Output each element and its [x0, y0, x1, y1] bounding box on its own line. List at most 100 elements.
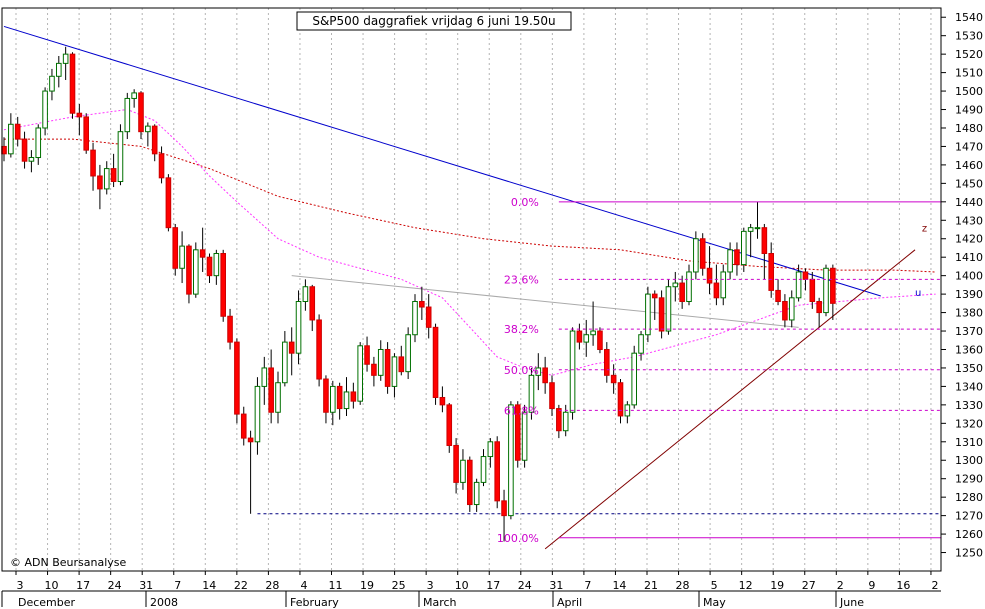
- x-tick-label: 31: [549, 579, 563, 592]
- fib-level-label: 61.8%: [504, 404, 539, 417]
- candle-body: [788, 297, 795, 321]
- candle-body: [234, 341, 240, 415]
- candle: [617, 379, 624, 424]
- candle: [49, 68, 55, 101]
- candle: [28, 150, 35, 173]
- candle: [535, 353, 542, 391]
- candle-body: [145, 125, 151, 133]
- candle-body: [590, 330, 596, 336]
- candle: [775, 279, 781, 306]
- candle: [768, 242, 775, 298]
- candle: [213, 249, 220, 285]
- candle: [583, 319, 590, 357]
- candle-body: [131, 92, 137, 99]
- candle-body: [309, 286, 316, 321]
- x-tick-label: 10: [45, 579, 59, 592]
- candle-body: [316, 319, 322, 380]
- candle-body: [460, 459, 466, 483]
- candle: [830, 264, 836, 320]
- candle-body: [727, 249, 733, 273]
- candle-body: [706, 267, 713, 284]
- candle: [679, 275, 685, 309]
- y-tick-label: 1390: [955, 288, 983, 301]
- candle-body: [446, 404, 453, 446]
- candle: [357, 342, 363, 405]
- candle: [275, 371, 281, 424]
- fib-level-label: 50.0%: [504, 364, 539, 377]
- candle-body: [49, 75, 55, 92]
- candle: [302, 279, 309, 311]
- candle-body: [816, 300, 822, 314]
- candle-body: [28, 157, 35, 162]
- y-tick-label: 1250: [955, 547, 983, 560]
- ma-fast: [3, 108, 936, 376]
- candle: [117, 124, 124, 186]
- y-tick-label: 1400: [955, 270, 983, 283]
- y-tick-label: 1420: [955, 233, 983, 246]
- candle: [309, 284, 316, 332]
- candle: [549, 375, 555, 416]
- candle-body: [734, 249, 740, 266]
- x-tick-label: 2: [931, 579, 938, 592]
- y-tick-label: 1470: [955, 140, 983, 153]
- candle-body: [741, 230, 747, 266]
- candle: [76, 103, 83, 136]
- candle: [788, 290, 795, 328]
- y-tick-label: 1380: [955, 307, 983, 320]
- candle-body: [330, 385, 336, 413]
- candle-body: [494, 441, 500, 502]
- candle-body: [809, 278, 816, 302]
- candle-body: [768, 253, 775, 291]
- x-tick-label: 17: [486, 579, 500, 592]
- candle: [610, 364, 617, 394]
- candle-body: [569, 330, 576, 413]
- candle-body: [720, 271, 727, 299]
- y-tick-label: 1360: [955, 343, 983, 356]
- fibonacci-levels: 0.0% 23.6% 38.2% 50.0% 61.8% 100.0%: [497, 196, 941, 545]
- candle: [254, 377, 261, 455]
- candle-body: [343, 391, 350, 410]
- candle-body: [453, 444, 459, 483]
- candle: [747, 223, 754, 258]
- candle: [699, 233, 706, 276]
- candle-body: [782, 300, 788, 321]
- x-tick-label: 22: [234, 579, 248, 592]
- candle: [809, 271, 816, 309]
- candle-body: [364, 345, 370, 365]
- candle: [446, 403, 453, 453]
- candle-body: [110, 168, 117, 183]
- candle: [665, 279, 672, 335]
- month-label: February: [290, 596, 339, 609]
- candle-body: [350, 391, 357, 402]
- y-tick-label: 1520: [955, 48, 983, 61]
- wave-label: u: [915, 288, 921, 299]
- candle: [467, 456, 473, 512]
- candle-body: [467, 459, 473, 506]
- candle: [727, 242, 733, 280]
- fib-level-label: 38.2%: [504, 323, 539, 336]
- candle-body: [597, 330, 603, 350]
- candle-body: [14, 123, 21, 140]
- candle: [508, 401, 514, 520]
- candle: [562, 404, 569, 437]
- uptrend: [544, 249, 916, 550]
- candle: [172, 223, 179, 276]
- candle-body: [754, 227, 761, 230]
- candle: [268, 349, 274, 424]
- candle-body: [480, 456, 487, 483]
- candle: [131, 89, 137, 108]
- candle: [295, 290, 302, 365]
- candle-body: [542, 367, 548, 384]
- x-tick-label: 2: [837, 579, 844, 592]
- candle-body: [90, 149, 96, 177]
- candle: [576, 323, 583, 350]
- candle-body: [165, 177, 172, 229]
- candle: [247, 430, 254, 514]
- candle: [651, 290, 658, 320]
- candle-body: [576, 330, 583, 343]
- candle-body: [638, 334, 644, 354]
- candle-body: [56, 62, 62, 77]
- y-tick-label: 1350: [955, 362, 983, 375]
- long-term-downtrend: [3, 25, 881, 297]
